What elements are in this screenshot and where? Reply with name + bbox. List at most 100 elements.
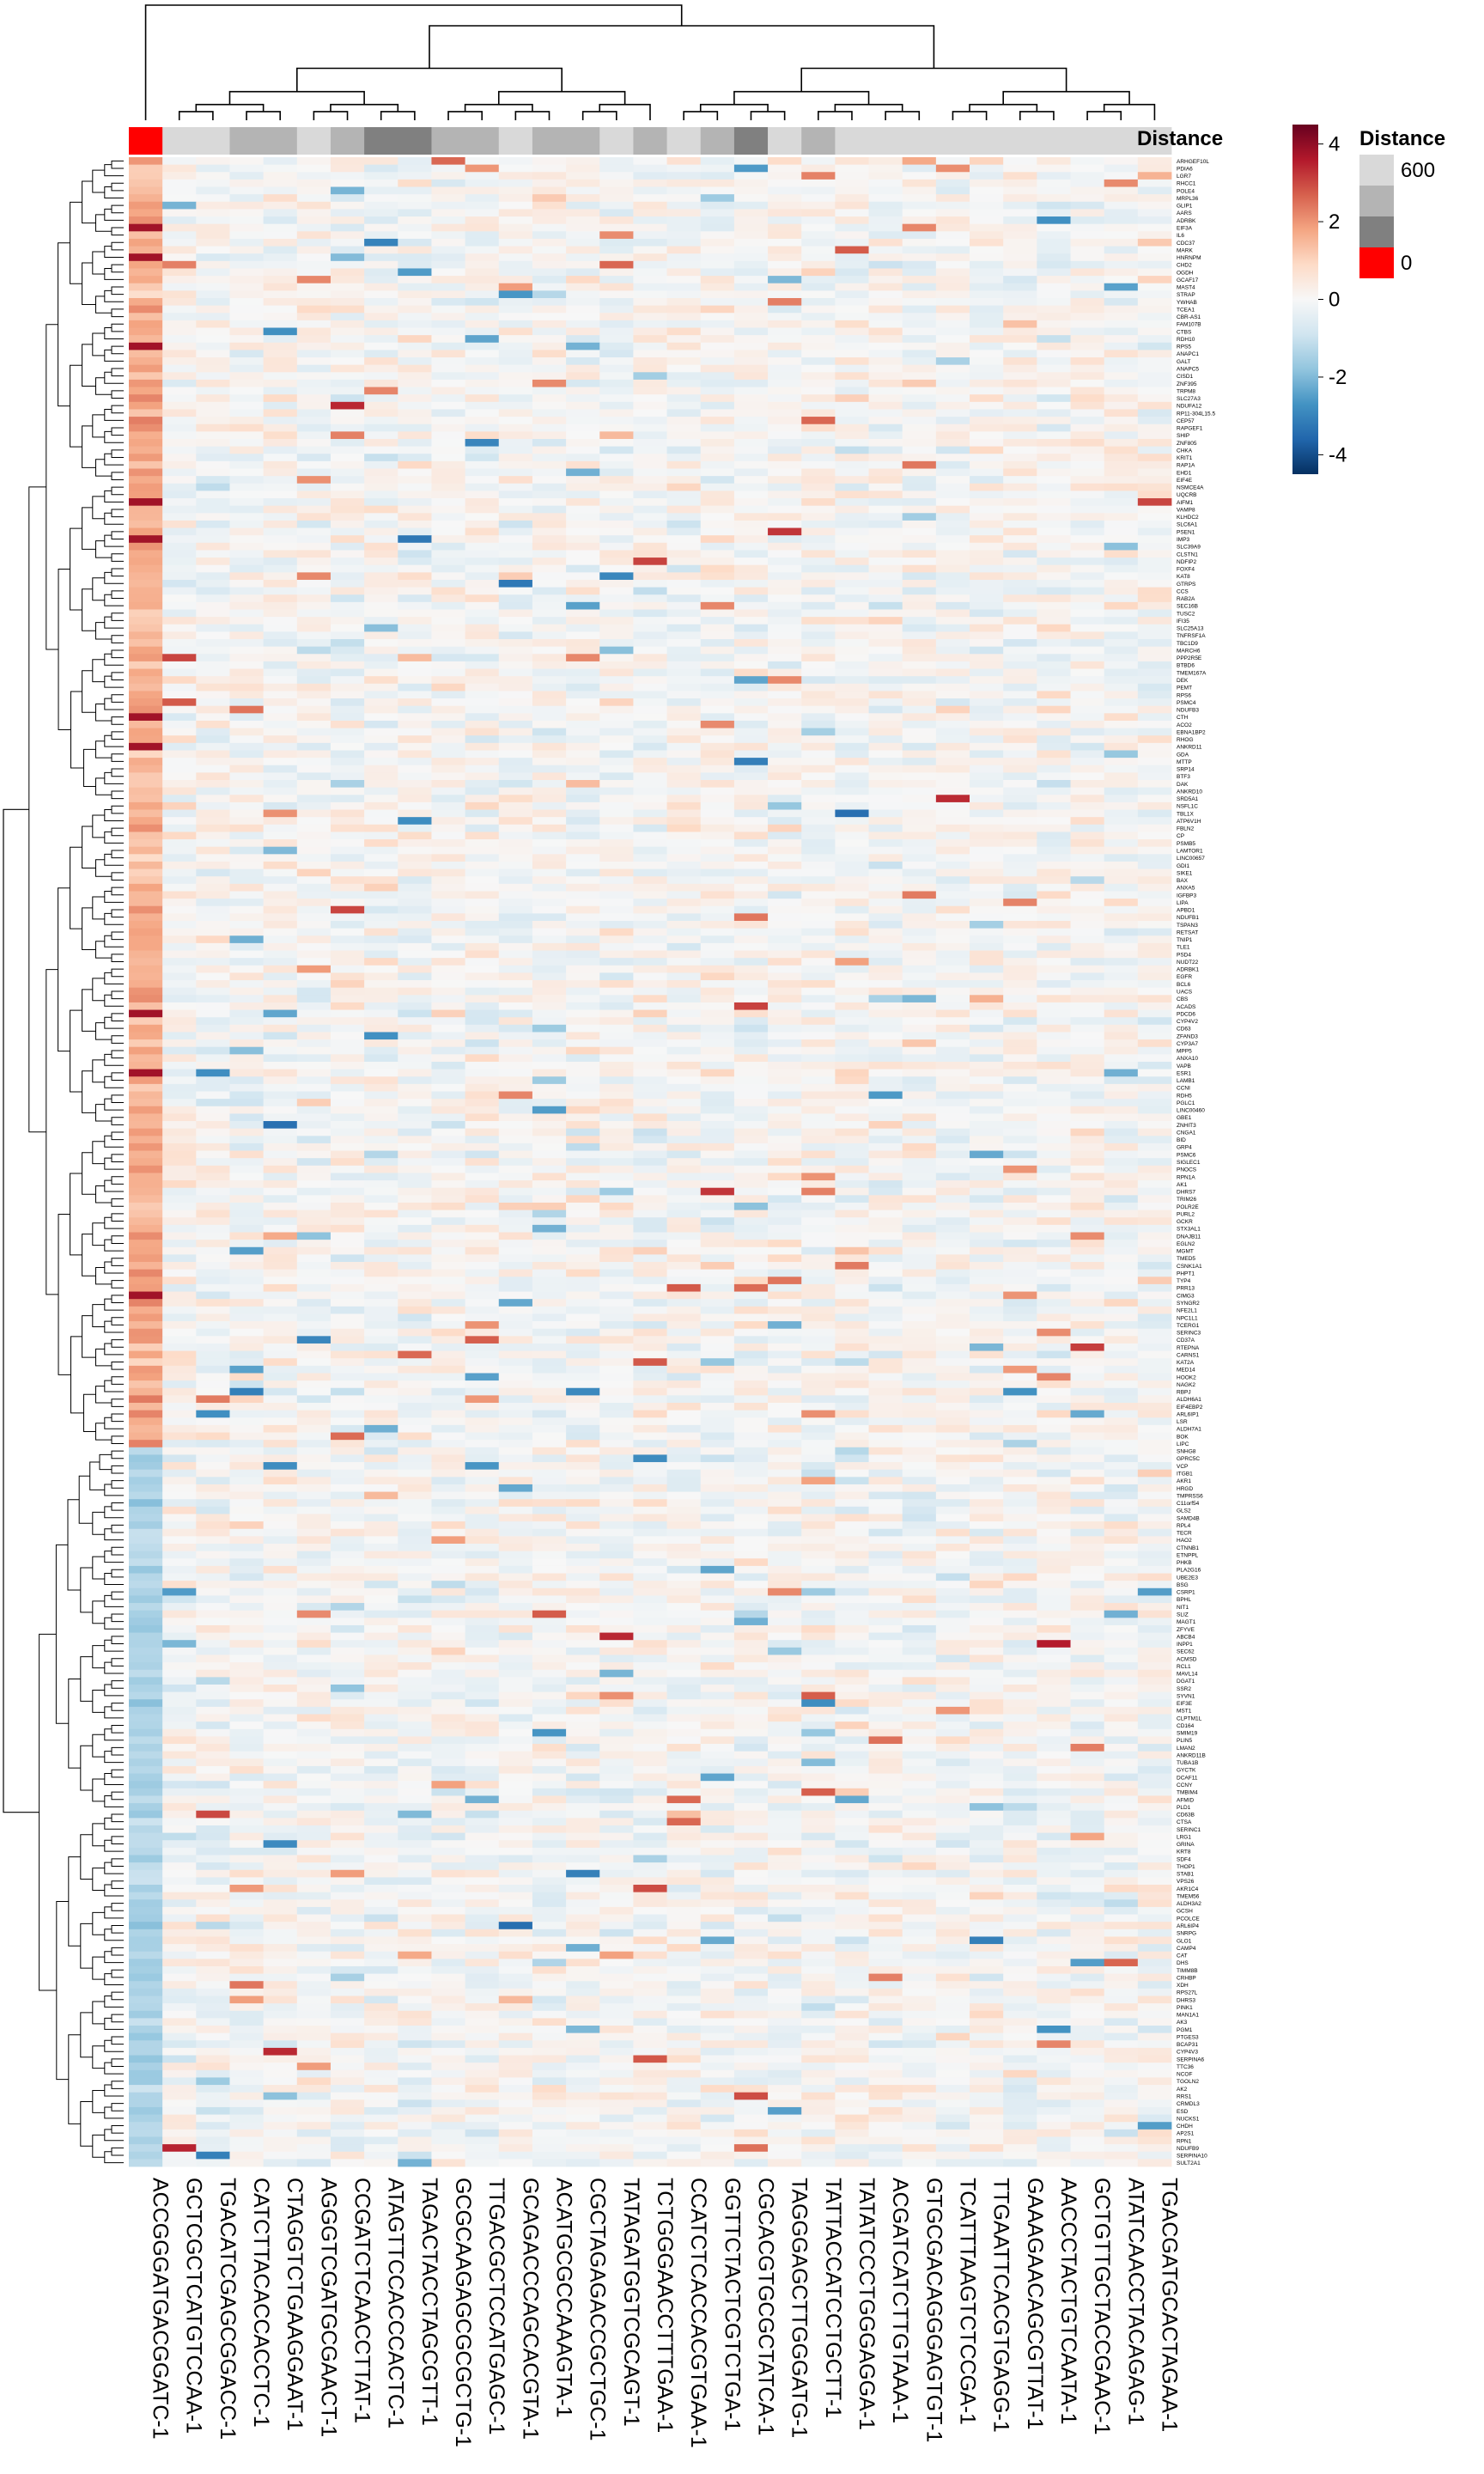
heatmap-cell	[263, 387, 298, 395]
row-dendrogram-branch	[104, 675, 124, 688]
heatmap-cell	[1037, 1009, 1071, 1018]
heatmap-cell	[532, 305, 567, 314]
heatmap-cell	[263, 899, 298, 907]
heatmap-cell	[633, 883, 667, 892]
heatmap-cell	[498, 1002, 533, 1010]
heatmap-cell	[868, 958, 903, 966]
heatmap-cell	[868, 965, 903, 973]
heatmap-cell	[330, 832, 365, 840]
heatmap-cell	[1104, 1254, 1139, 1263]
heatmap-cell	[1003, 972, 1037, 981]
heatmap-cell	[465, 1061, 500, 1070]
heatmap-cell	[768, 231, 802, 240]
heatmap-cell	[398, 1009, 432, 1018]
heatmap-cell	[599, 950, 634, 959]
heatmap-cell	[465, 564, 500, 573]
heatmap-cell	[196, 787, 230, 795]
heatmap-cell	[1104, 661, 1139, 669]
heatmap-cell	[566, 1210, 600, 1218]
heatmap-cell	[465, 691, 500, 699]
heatmap-cell	[733, 164, 769, 173]
heatmap-cell	[733, 868, 769, 877]
heatmap-cell	[263, 1002, 298, 1010]
heatmap-cell	[465, 965, 500, 973]
heatmap-cell	[633, 246, 667, 254]
heatmap-cell	[970, 935, 1004, 944]
heatmap-cell	[835, 691, 869, 699]
heatmap-cell	[465, 617, 500, 625]
column-dendrogram-branch	[447, 111, 483, 120]
heatmap-cell	[935, 980, 970, 989]
heatmap-cell	[162, 1254, 197, 1263]
heatmap-cell	[330, 186, 365, 195]
heatmap-cell	[801, 253, 836, 262]
heatmap-cell	[835, 1061, 869, 1070]
heatmap-cell	[700, 327, 735, 336]
heatmap-cell	[196, 216, 230, 225]
heatmap-cell	[868, 1158, 903, 1167]
heatmap-cell	[633, 468, 667, 477]
row-dendrogram-branch	[94, 1266, 112, 1285]
heatmap-cell	[431, 1106, 466, 1114]
heatmap-cell	[532, 357, 567, 366]
heatmap-cell	[532, 609, 567, 618]
heatmap-cell	[1070, 283, 1105, 291]
heatmap-cell	[1003, 527, 1037, 536]
heatmap-cell	[229, 883, 265, 892]
heatmap-cell	[835, 661, 869, 669]
heatmap-cell	[935, 579, 970, 588]
heatmap-cell	[532, 401, 567, 410]
row-dendrogram-branch	[104, 1906, 124, 1919]
heatmap-cell	[229, 661, 265, 669]
row-dendrogram-branch	[111, 241, 124, 251]
heatmap-cell	[801, 995, 836, 1003]
heatmap-cell	[129, 194, 163, 203]
heatmap-cell	[1003, 513, 1037, 521]
heatmap-cell	[229, 631, 265, 640]
heatmap-cell	[666, 609, 702, 618]
heatmap-cell	[162, 1195, 197, 1203]
heatmap-cell	[129, 928, 163, 936]
heatmap-cell	[835, 839, 869, 848]
row-dendrogram-branch	[68, 1856, 81, 1947]
heatmap-cell	[700, 1106, 735, 1114]
heatmap-cell	[700, 1061, 735, 1070]
heatmap-cell	[263, 558, 298, 566]
heatmap-cell	[666, 780, 702, 789]
heatmap-cell	[835, 920, 869, 929]
heatmap-cell	[162, 564, 197, 573]
row-dendrogram-branch	[111, 1413, 124, 1423]
heatmap-cell	[633, 335, 667, 344]
heatmap-cell	[532, 454, 567, 462]
heatmap-cell	[1003, 327, 1037, 336]
heatmap-cell	[970, 194, 1004, 203]
heatmap-cell	[835, 350, 869, 358]
heatmap-cell	[498, 535, 533, 544]
heatmap-cell	[263, 950, 298, 959]
heatmap-cell	[1003, 186, 1037, 195]
heatmap-cell	[129, 861, 163, 869]
row-dendrogram-branch	[58, 887, 70, 1052]
heatmap-cell	[700, 883, 735, 892]
heatmap-cell	[398, 1195, 432, 1203]
heatmap-cell	[330, 1076, 365, 1085]
heatmap-cell	[868, 1039, 903, 1048]
heatmap-cell	[768, 1039, 802, 1048]
heatmap-cell	[1003, 868, 1037, 877]
heatmap-cell	[431, 809, 466, 818]
heatmap-cell	[666, 1032, 702, 1040]
heatmap-cell	[733, 1024, 769, 1033]
heatmap-cell	[633, 1069, 667, 1077]
heatmap-cell	[196, 1195, 230, 1203]
heatmap-cell	[801, 631, 836, 640]
annotation-cell	[1070, 127, 1105, 155]
heatmap-cell	[700, 891, 735, 899]
heatmap-cell	[296, 1262, 331, 1271]
heatmap-cell	[229, 987, 265, 996]
column-dendrogram-branch	[178, 111, 214, 120]
heatmap-cell	[364, 1269, 398, 1277]
heatmap-cell	[129, 624, 163, 632]
heatmap-cell	[1104, 868, 1139, 877]
heatmap-cell	[733, 1128, 769, 1136]
heatmap-cell	[902, 535, 937, 544]
